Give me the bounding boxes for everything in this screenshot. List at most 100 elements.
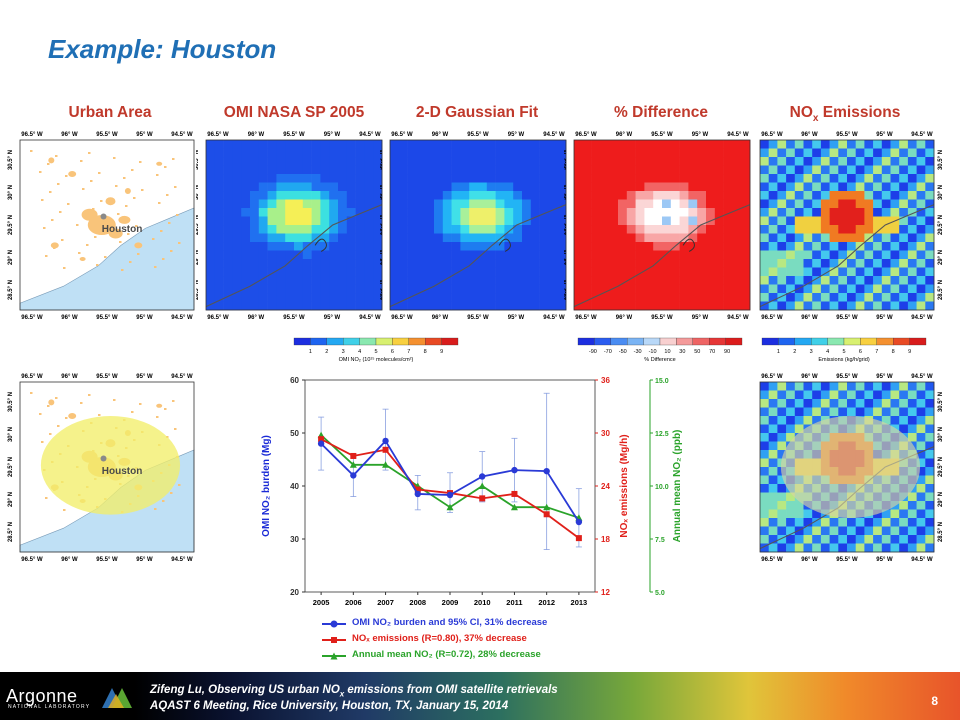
grid-cell [539,182,549,192]
grid-cell [329,191,339,200]
emission-cell [873,259,883,268]
grid-cell [548,259,558,268]
emission-cell [925,259,935,268]
colorbar-swatch [692,337,710,346]
urban-patch [124,188,131,194]
grid-cell [539,267,549,277]
grid-cell [548,293,558,302]
grid-cell [582,259,592,268]
grid-cell [250,250,260,260]
grid-cell [574,191,584,200]
colorbar-swatch [408,337,426,346]
emission-cell [838,250,848,260]
grid-cell [320,199,330,209]
grid-cell [486,301,496,311]
lon-tick-bottom: 95° W [876,315,893,321]
grid-cell [434,284,444,294]
grid-cell [662,267,672,277]
lon-tick-bottom: 95° W [508,315,525,321]
time-series-chart: 203040506012182430365.07.510.012.515.020… [261,376,683,607]
grid-cell [267,225,277,234]
grid-cell [574,276,584,285]
colorbar-tick: 6 [859,349,862,355]
emission-cell [899,174,909,183]
grid-cell [355,182,365,192]
grid-cell [714,216,724,226]
emission-cell [855,182,865,192]
map-border [759,381,935,553]
emission-cell [925,157,935,166]
grid-cell [557,250,567,260]
grid-cell [513,182,523,192]
lat-tick: 29° N [380,250,384,265]
lon-tick-top: 96.5° W [761,132,783,138]
emission-cell [777,199,787,209]
grid-cell [688,284,698,294]
grid-cell [285,233,295,243]
grid-cell [732,165,742,175]
emission-cell [786,174,796,183]
grid-cell [732,199,742,209]
grid-cell [451,293,461,302]
grid-cell [460,267,470,277]
emission-cell [907,276,917,285]
grid-cell [398,250,408,260]
grid-cell [697,182,707,192]
colorbar-swatch [577,337,595,346]
grid-cell [478,242,488,251]
grid-cell [522,174,532,183]
grid-cell [267,267,277,277]
grid-cell [706,276,716,285]
emission-cell [847,301,856,311]
grid-cell [214,199,224,209]
urban-speck [94,236,97,238]
emission-cell [925,492,935,502]
grid-cell [539,174,549,183]
emission-cell [760,191,769,200]
lon-tick-top: 96° W [248,132,265,138]
urban-speck [45,255,48,257]
grid-cell [478,208,488,217]
grid-cell [513,242,523,251]
grid-cell [425,301,435,311]
urban-speck [174,428,177,430]
grid-cell [416,157,426,166]
emission-cell [925,543,935,553]
grid-cell [416,140,426,149]
x-tick-label: 2013 [571,598,588,607]
colorbar-swatch [610,337,628,346]
emission-cell [907,518,917,527]
emission-cell [890,250,900,260]
grid-cell [600,250,610,260]
emission-cell [925,267,935,277]
lon-tick-bottom: 96.5° W [761,557,783,563]
lat-tick: 29.5° N [8,457,14,477]
emission-cell [786,276,796,285]
grid-cell [513,174,523,183]
grid-cell [250,301,260,311]
grid-cell [276,182,286,192]
grid-cell [539,284,549,294]
emission-cell [820,535,830,544]
grid-cell [548,267,558,277]
grid-cell [267,293,277,302]
grid-cell [232,165,242,175]
emission-cell [786,424,796,434]
grid-cell [390,233,400,243]
emission-cell [838,390,848,400]
grid-cell [504,301,514,311]
colorbar-tick: -50 [619,349,627,355]
urban-speck [41,199,44,201]
grid-cell [302,165,312,175]
grid-cell [469,267,479,277]
emission-cell [890,225,900,234]
grid-cell [364,242,374,251]
colorbar-swatch [310,337,327,346]
grid-cell [285,250,295,260]
grid-cell [530,284,540,294]
grid-cell [548,250,558,260]
emission-cell [768,157,778,166]
emission-cell [760,182,769,192]
grid-cell [486,276,496,285]
